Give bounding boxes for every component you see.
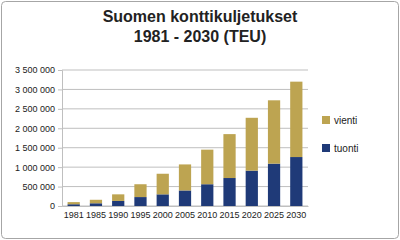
title: Suomen konttikuljetukset <box>103 8 298 25</box>
x-axis: 1981198519901995200020052010201520202025… <box>63 206 309 220</box>
y-tick: 1 500 000 <box>15 143 62 153</box>
x-tick: 2010 <box>197 206 217 220</box>
x-tick: 2005 <box>175 206 195 220</box>
legend-label: tuonti <box>334 143 358 154</box>
bar <box>157 194 169 206</box>
y-tick-mark <box>58 89 62 90</box>
bar <box>223 134 235 178</box>
x-tick-label: 2025 <box>264 210 284 220</box>
y-tick-mark <box>58 128 62 129</box>
series-0 <box>68 157 303 206</box>
y-tick: 2 500 000 <box>15 104 62 114</box>
y-axis-line <box>58 71 63 207</box>
legend-label: vienti <box>334 115 357 126</box>
y-tick-label: 1 500 000 <box>15 143 55 153</box>
bar <box>201 150 213 185</box>
y-tick-mark <box>58 187 62 188</box>
x-tick-label: 2020 <box>242 210 262 220</box>
bar <box>223 178 235 206</box>
bar <box>68 202 80 204</box>
y-tick-mark <box>58 148 62 149</box>
y-tick-label: 3 000 000 <box>15 85 55 95</box>
bar <box>157 174 169 195</box>
y-tick: 3 000 000 <box>15 85 62 95</box>
y-tick-label: 1 000 000 <box>15 163 55 173</box>
x-tick: 1995 <box>130 206 150 220</box>
x-tick-label: 1981 <box>64 210 84 220</box>
legend-swatch <box>322 116 330 124</box>
bar <box>112 201 124 206</box>
bar <box>134 197 146 206</box>
legend-item: vienti <box>322 115 357 126</box>
y-tick-label: 0 <box>50 201 55 211</box>
series-1 <box>68 82 303 205</box>
x-tick: 1981 <box>64 206 84 220</box>
y-tick: 3 500 000 <box>15 65 62 75</box>
bar <box>290 157 302 206</box>
bar <box>268 164 280 206</box>
x-tick-label: 1990 <box>108 210 128 220</box>
x-tick: 2020 <box>242 206 262 220</box>
legend: vienti tuonti <box>322 115 358 154</box>
x-tick: 1990 <box>108 206 128 220</box>
y-tick: 500 000 <box>22 182 62 192</box>
x-tick-label: 2015 <box>220 210 240 220</box>
y-tick-label: 2 500 000 <box>15 104 55 114</box>
y-tick: 2 000 000 <box>15 124 62 134</box>
x-tick: 2025 <box>264 206 284 220</box>
x-tick-label: 2010 <box>197 210 217 220</box>
y-tick-label: 3 500 000 <box>15 65 55 75</box>
bar <box>90 200 102 203</box>
legend-swatch <box>322 144 330 152</box>
bar <box>90 203 102 206</box>
y-tick: 1 000 000 <box>15 163 62 173</box>
bar <box>134 184 146 197</box>
y-tick-label: 2 000 000 <box>15 124 55 134</box>
y-tick-mark <box>58 206 62 207</box>
x-axis-line <box>63 206 309 207</box>
x-tick: 2000 <box>153 206 173 220</box>
bar <box>268 100 280 163</box>
bar <box>290 82 302 157</box>
x-tick: 1985 <box>86 206 106 220</box>
x-tick-label: 2005 <box>175 210 195 220</box>
chart: Suomen konttikuljetukset 1981 - 2030 (TEU… <box>0 0 400 240</box>
y-tick-label: 500 000 <box>22 182 55 192</box>
x-tick-label: 1985 <box>86 210 106 220</box>
legend-item: tuonti <box>322 143 358 154</box>
y-tick-mark <box>58 70 62 71</box>
bar <box>112 194 124 201</box>
chart-frame <box>2 2 399 239</box>
x-tick-label: 2030 <box>286 210 306 220</box>
y-tick: 0 <box>50 201 62 211</box>
y-tick-mark <box>58 109 62 110</box>
x-tick-label: 1995 <box>130 210 150 220</box>
bar <box>201 184 213 206</box>
bar <box>246 171 258 206</box>
x-tick: 2030 <box>286 206 306 220</box>
y-tick-mark <box>58 167 62 168</box>
grid-line <box>62 89 308 90</box>
x-tick-label: 2000 <box>153 210 173 220</box>
subtitle: 1981 - 2030 (TEU) <box>134 28 267 45</box>
bar <box>179 164 191 190</box>
grid-line <box>62 70 308 71</box>
bar <box>179 190 191 206</box>
grid <box>62 70 308 206</box>
bar <box>68 204 80 206</box>
y-axis: 0 500 000 1 000 000 1 500 000 2 000 000 2 500… <box>15 65 63 211</box>
plot: 0 500 000 1 000 000 1 500 000 2 000 000 2 500… <box>15 65 309 220</box>
x-tick: 2015 <box>220 206 240 220</box>
bars <box>68 82 303 206</box>
bar <box>246 118 258 171</box>
